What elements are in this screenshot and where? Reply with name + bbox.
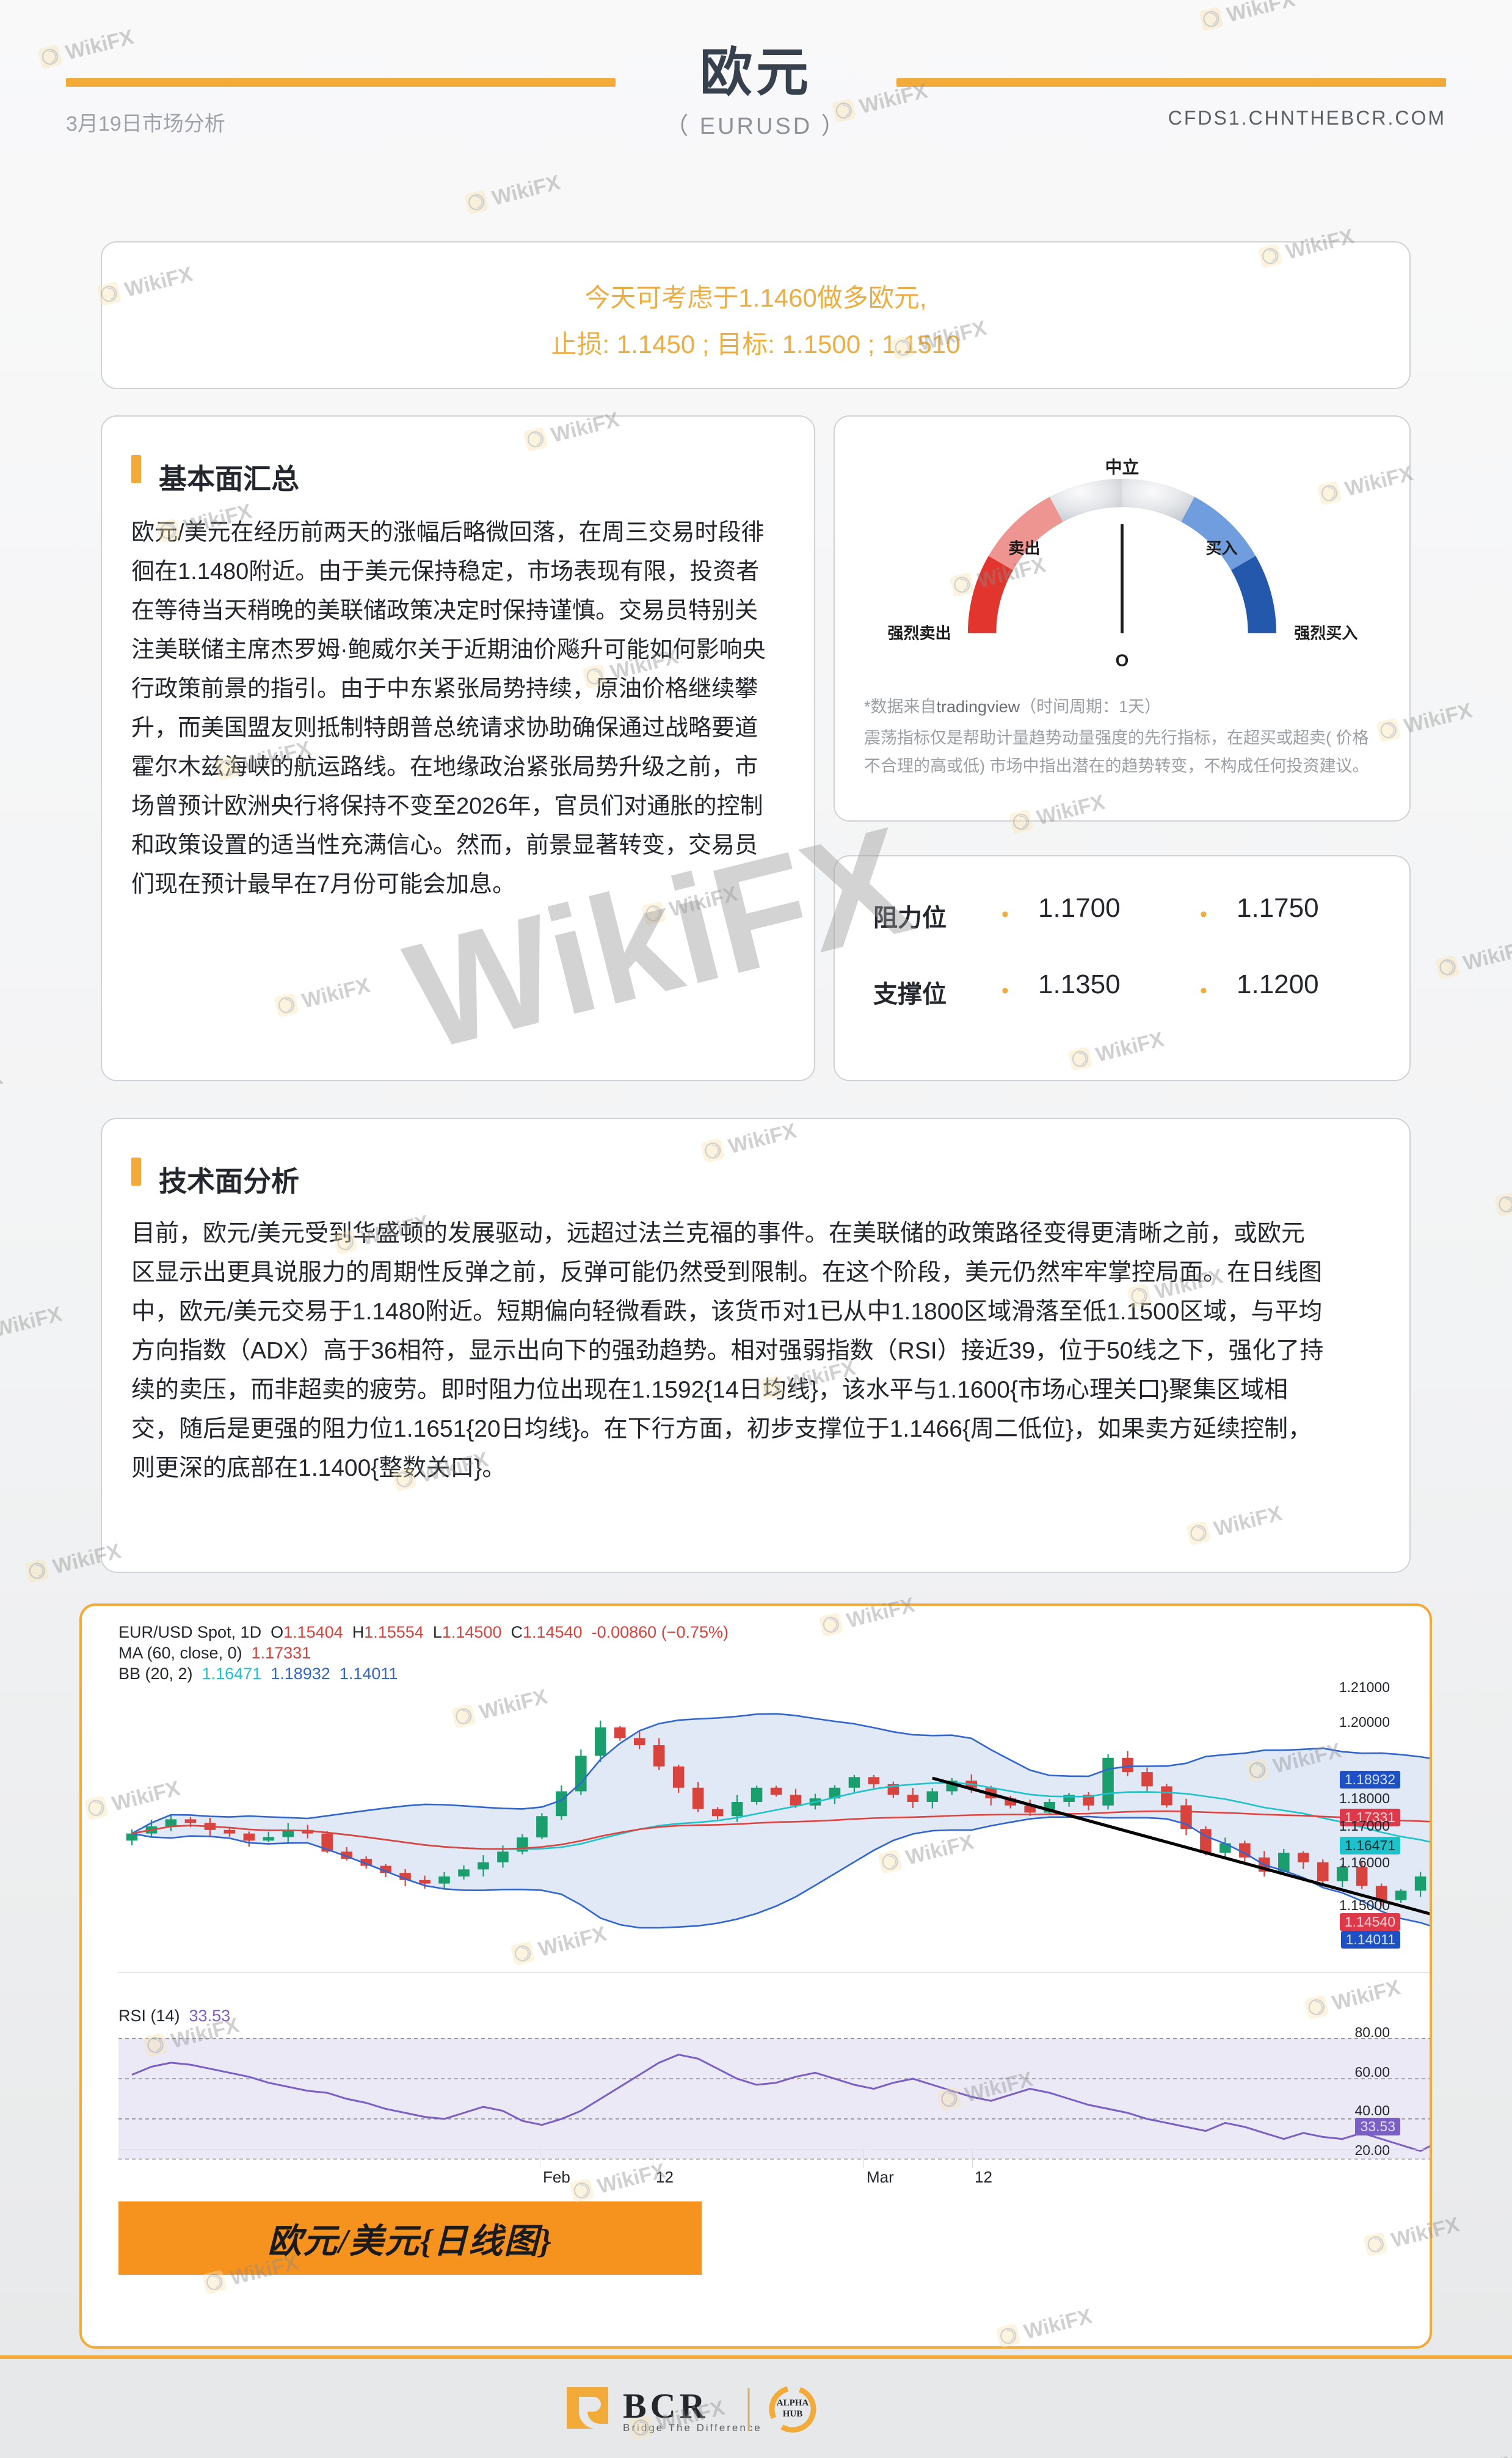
svg-text:买入: 买入 [1205,539,1237,557]
svg-text:BCR: BCR [623,2386,708,2426]
svg-text:Bridge The Difference: Bridge The Difference [623,2422,762,2434]
svg-text:中立: 中立 [1105,458,1139,477]
svg-text:ALPHA: ALPHA [777,2398,809,2408]
svg-text:强烈买入: 强烈买入 [1294,624,1358,643]
svg-text:HUB: HUB [783,2409,803,2419]
svg-text:强烈卖出: 强烈卖出 [888,624,951,643]
svg-text:O: O [1116,651,1129,669]
svg-text:卖出: 卖出 [1008,539,1040,557]
